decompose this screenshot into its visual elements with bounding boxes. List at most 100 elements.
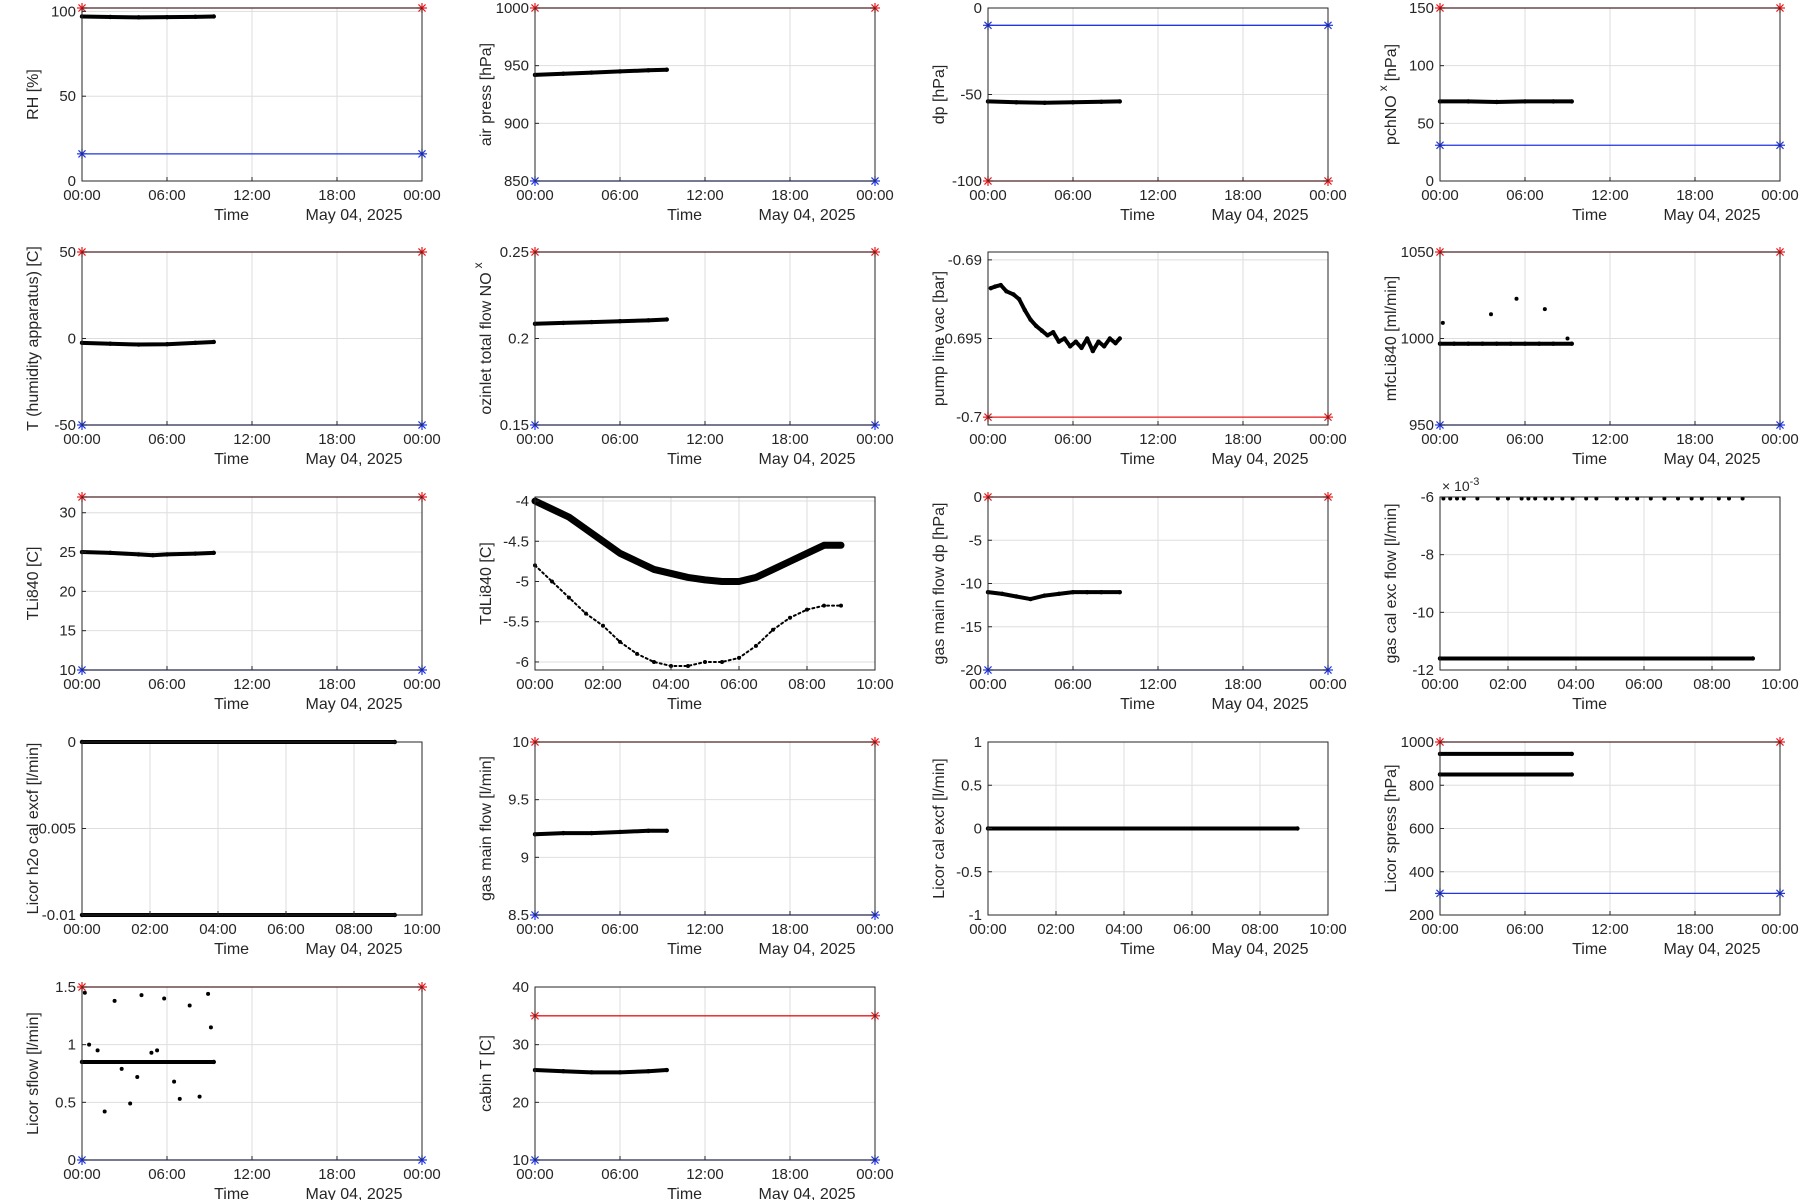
x-axis-label: Time	[1120, 451, 1155, 468]
data-point	[635, 559, 639, 564]
x-tick-label: 00:00	[1421, 187, 1459, 204]
data-point	[646, 828, 651, 834]
y-axis-label: Licor h2o cal excf [l/min]	[25, 743, 42, 915]
chart-panel: 00:00 02:00 04:00 06:00 08:00 10:00 -1 -0.5 0 0.5…	[931, 734, 1347, 958]
x-tick-label: 12:00	[1591, 187, 1629, 204]
axis-exponent: × 10-3	[1442, 476, 1479, 494]
y-axis-label-subscript: x	[1376, 85, 1390, 91]
outlier-point	[187, 1003, 192, 1008]
data-point	[561, 71, 566, 76]
x-axis-label: Time	[667, 696, 702, 713]
data-point	[1067, 344, 1073, 349]
data-point	[193, 340, 198, 346]
axis-exponent-base: × 10	[1442, 478, 1470, 494]
data-point	[686, 575, 690, 580]
data-point	[999, 591, 1005, 597]
data-series	[533, 67, 669, 77]
y-tick-label: -6	[516, 654, 529, 671]
y-tick-label: 0	[68, 173, 76, 190]
y-axis-label-text: cabin T [C]	[478, 1035, 495, 1112]
x-tick-label: 00:00	[403, 187, 441, 204]
y-tick-label: -4	[516, 493, 529, 510]
x-axis-label: Time	[1120, 207, 1155, 224]
y-tick-label: 0.25	[500, 244, 529, 261]
y-tick-label: 50	[59, 244, 76, 261]
data-point	[164, 342, 170, 347]
x-tick-label: 18:00	[771, 187, 809, 204]
x-tick-label: 00:00	[969, 187, 1007, 204]
x-tick-label: 02:00	[584, 676, 622, 693]
data-point	[136, 342, 141, 347]
y-tick-label: 400	[1409, 864, 1434, 881]
data-point	[737, 655, 741, 660]
y-tick-label: -10	[960, 576, 982, 593]
y-tick-label: 0	[1426, 173, 1434, 190]
x-tick-label: 00:00	[1761, 921, 1799, 938]
data-point	[1084, 589, 1090, 595]
data-point	[1042, 593, 1047, 598]
data-series	[1438, 99, 1574, 104]
data-point	[805, 607, 809, 612]
outlier-point	[135, 1074, 140, 1079]
data-point	[1056, 339, 1062, 344]
data-point	[1480, 341, 1485, 346]
date-label: May 04, 2025	[1664, 207, 1761, 224]
data-point	[703, 577, 707, 582]
x-tick-label: 06:00	[1054, 187, 1092, 204]
data-point	[1494, 99, 1499, 105]
x-tick-label: 10:00	[856, 676, 894, 693]
y-axis-label-text: air press [hPa]	[478, 43, 495, 146]
data-point	[211, 339, 216, 345]
data-point	[561, 320, 566, 326]
y-tick-label: -50	[960, 87, 982, 104]
y-tick-label: 150	[1409, 0, 1434, 17]
data-point	[1096, 339, 1101, 344]
x-tick-label: 00:00	[516, 921, 554, 938]
data-point	[669, 571, 673, 576]
y-axis-label: Licor spress [hPa]	[1383, 764, 1400, 892]
x-tick-label: 12:00	[1139, 431, 1177, 448]
data-point	[561, 1068, 566, 1074]
y-tick-label: 20	[59, 583, 76, 600]
data-point	[589, 70, 594, 75]
data-series	[533, 317, 669, 326]
y-axis-label-text: dp [hPa]	[931, 65, 948, 125]
x-tick-label: 00:00	[516, 1166, 554, 1183]
outlier-point	[139, 993, 144, 998]
outlier-point	[177, 1096, 182, 1101]
x-tick-label: 06:00	[148, 431, 186, 448]
x-tick-label: 06:00	[1506, 431, 1544, 448]
outlier-point	[1565, 336, 1570, 341]
plot-area	[1440, 497, 1780, 670]
x-tick-label: 06:00	[1506, 187, 1544, 204]
data-point	[1113, 341, 1118, 346]
data-point	[1004, 289, 1009, 294]
data-point	[822, 603, 826, 608]
y-axis-label: gas main flow [l/min]	[478, 756, 495, 901]
y-axis-label-text: ozinlet total flow NO	[478, 272, 495, 414]
x-tick-label: 18:00	[318, 676, 356, 693]
y-axis-label-text: T (humidity apparatus) [C]	[25, 246, 42, 431]
x-tick-label: 06:00	[720, 676, 758, 693]
y-tick-label: 50	[59, 88, 76, 105]
x-tick-label: 00:00	[63, 431, 101, 448]
y-tick-label: -0.69	[948, 252, 982, 269]
data-point	[601, 623, 605, 628]
x-axis-label: Time	[1120, 696, 1155, 713]
x-tick-label: 06:00	[267, 921, 305, 938]
data-point	[1062, 336, 1067, 341]
data-point	[1508, 341, 1514, 346]
x-tick-label: 06:00	[148, 1166, 186, 1183]
outlier-point	[1489, 312, 1493, 317]
data-series	[533, 828, 669, 837]
y-tick-label: 30	[59, 505, 76, 522]
data-point	[1117, 336, 1122, 341]
y-tick-label: 20	[512, 1094, 529, 1111]
x-tick-label: 08:00	[1241, 921, 1279, 938]
data-point	[1569, 341, 1574, 346]
data-series	[986, 99, 1122, 105]
y-tick-label: 0.5	[961, 777, 982, 794]
data-series	[533, 1068, 669, 1075]
